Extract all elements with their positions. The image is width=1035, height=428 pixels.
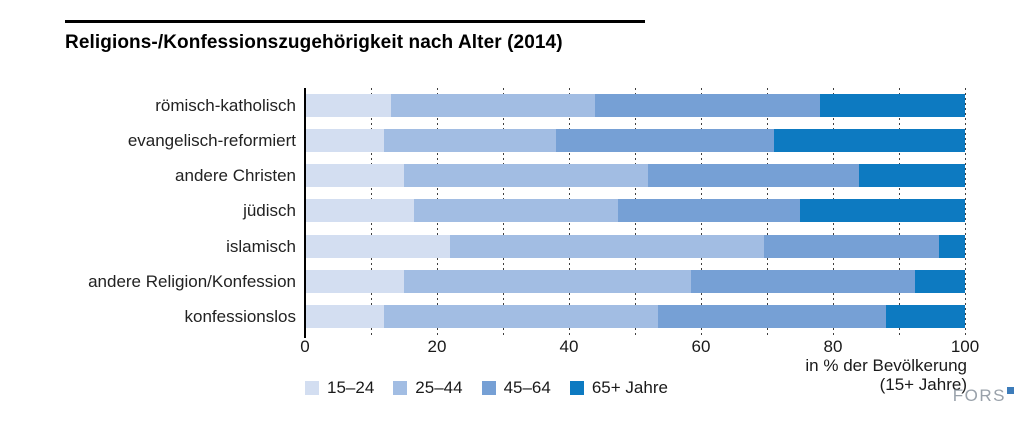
bar-segment [404, 164, 649, 188]
x-tick-label: 20 [427, 337, 447, 356]
bar-segment [658, 304, 886, 328]
bar-row [305, 129, 965, 153]
fors-logo-text: FORS [952, 386, 1006, 405]
x-tick-label: 0 [300, 337, 310, 356]
legend-swatch-icon [481, 381, 496, 395]
legend-label: 25–44 [415, 378, 463, 397]
bar-segment [819, 94, 965, 118]
category-label: islamisch [226, 236, 296, 256]
bar-segment [305, 164, 404, 188]
bar-segment [595, 94, 820, 118]
axis-unit-note-line2: (15+ Jahre) [879, 375, 967, 394]
chart-title: Religions-/Konfessionszugehörigkeit nach… [65, 32, 563, 53]
fors-logo: FORS [953, 386, 1014, 406]
legend-label: 15–24 [327, 378, 375, 397]
bar-segment [555, 129, 774, 153]
category-label: andere Religion/Konfession [88, 271, 296, 291]
bar-segment [404, 269, 692, 293]
fors-logo-square-icon [1007, 387, 1014, 394]
bar-segment [648, 164, 860, 188]
bar-segment [885, 304, 965, 328]
bar-segment [938, 234, 965, 258]
bar-segment [618, 199, 800, 223]
bar-segment [763, 234, 939, 258]
plot-area [304, 88, 966, 338]
bar-segment [915, 269, 965, 293]
bar-segment [691, 269, 916, 293]
category-label: evangelisch-reformiert [127, 131, 296, 151]
bar-segment [384, 304, 659, 328]
bar-row [305, 164, 965, 188]
title-rule [65, 20, 645, 23]
category-axis: römisch-katholisch evangelisch-reformiert… [0, 88, 296, 334]
legend-item: 15–24 [305, 378, 374, 398]
bar-segment [384, 129, 556, 153]
x-tick-label: 80 [823, 337, 843, 356]
axis-unit-note-line1: in % der Bevölkerung [805, 356, 967, 375]
legend: 15–24 25–44 45–64 65+ Jahre [305, 378, 668, 398]
bar-segment [450, 234, 764, 258]
bar-segment [305, 199, 414, 223]
x-tick-label: 60 [691, 337, 711, 356]
axis-unit-note: in % der Bevölkerung (15+ Jahre) [805, 356, 967, 394]
y-axis-line [304, 88, 306, 338]
x-tick-label: 40 [559, 337, 579, 356]
bar-row [305, 304, 965, 328]
legend-item: 45–64 [481, 378, 551, 398]
bar-segment [413, 199, 619, 223]
legend-swatch-icon [393, 381, 408, 395]
bar-segment [305, 234, 451, 258]
bar-row [305, 269, 965, 293]
bars-container [305, 88, 965, 334]
gridline-100 [965, 88, 966, 338]
bar-segment [305, 94, 391, 118]
legend-label: 45–64 [503, 378, 551, 397]
bar-segment [305, 269, 404, 293]
legend-swatch-icon [305, 381, 319, 395]
bar-row [305, 94, 965, 118]
bar-segment [859, 164, 965, 188]
x-axis-ticks: 0 20 40 60 80 100 [0, 337, 1035, 359]
legend-swatch-icon [569, 381, 584, 395]
x-tick-label: 100 [950, 337, 980, 356]
bar-row [305, 199, 965, 223]
chart-header: Religions-/Konfessionszugehörigkeit nach… [65, 20, 645, 54]
bar-segment [305, 304, 385, 328]
bar-segment [773, 129, 965, 153]
category-label: römisch-katholisch [155, 96, 296, 116]
bar-segment [390, 94, 596, 118]
bar-segment [799, 199, 965, 223]
category-label: andere Christen [175, 166, 296, 186]
bar-segment [305, 129, 385, 153]
category-label: konfessionslos [184, 306, 296, 326]
bar-row [305, 234, 965, 258]
category-label: jüdisch [243, 201, 296, 221]
legend-item: 25–44 [393, 378, 463, 398]
legend-label: 65+ Jahre [591, 378, 668, 397]
legend-item: 65+ Jahre [569, 378, 668, 398]
